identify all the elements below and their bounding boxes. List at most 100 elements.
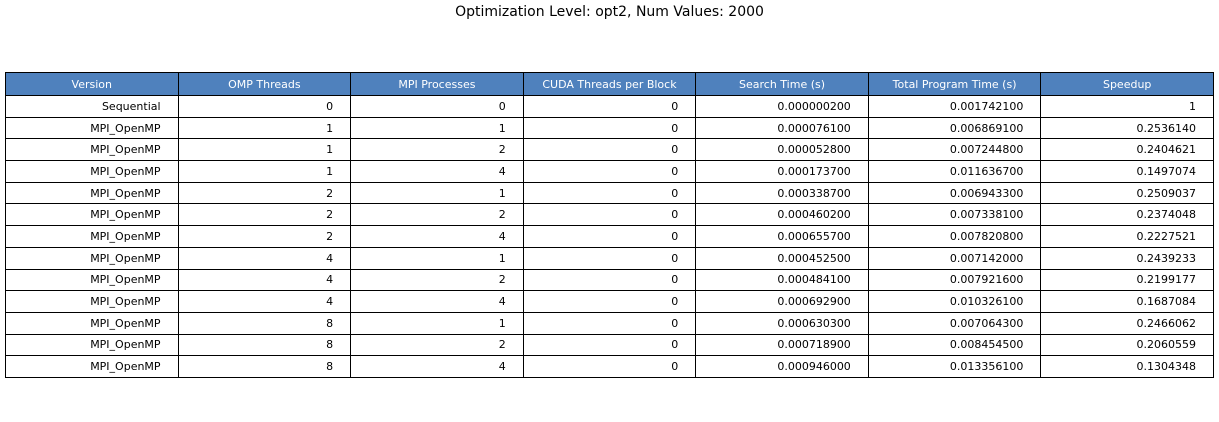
table-cell: Sequential	[5, 95, 179, 118]
column-header: Version	[5, 72, 179, 96]
table-cell: 0.007338100	[867, 203, 1042, 227]
table-cell: 0.007142000	[867, 246, 1042, 270]
table-cell: MPI_OpenMP	[5, 116, 179, 140]
table-cell: 0.000692900	[695, 290, 869, 313]
table-cell: 2	[177, 203, 352, 227]
table-cell: 0	[522, 246, 697, 270]
table-cell: 0.008454500	[867, 333, 1042, 357]
table-row: MPI_OpenMP 1 1 0 0.000076100 0.006869100 0.253…	[5, 116, 1214, 140]
table-cell: 0.000000200	[695, 95, 869, 118]
table-cell: 4	[177, 268, 352, 292]
table-cell: 0.006869100	[867, 116, 1042, 140]
table-cell: 0.000484100	[695, 268, 869, 292]
table-cell: 0.000655700	[695, 225, 869, 248]
table-cell: 0.007064300	[867, 311, 1042, 335]
table-cell: 0.007820800	[867, 225, 1042, 248]
table-body: Sequential 0 0 0 0.000000200 0.001742100 1 MPI_…	[5, 95, 1214, 378]
table-row: MPI_OpenMP 2 2 0 0.000460200 0.007338100 0.237…	[5, 203, 1214, 227]
table-cell: 0	[522, 160, 697, 183]
column-header: Total Program Time (s)	[867, 72, 1042, 96]
table-cell: 0.011636700	[867, 160, 1042, 183]
table-row: MPI_OpenMP 8 4 0 0.000946000 0.013356100 0.130…	[5, 355, 1214, 378]
table-cell: MPI_OpenMP	[5, 355, 179, 378]
table-cell: 0.007921600	[867, 268, 1042, 292]
table-cell: 8	[177, 311, 352, 335]
table-cell: 1	[350, 181, 524, 205]
table-cell: 0	[522, 333, 697, 357]
table-cell: 2	[350, 268, 524, 292]
table-cell: 0.2536140	[1040, 116, 1214, 140]
table-cell: 0.006943300	[867, 181, 1042, 205]
table-cell: 0	[522, 181, 697, 205]
table-cell: 0	[350, 95, 524, 118]
column-header: CUDA Threads per Block	[522, 72, 697, 96]
table-cell: MPI_OpenMP	[5, 311, 179, 335]
table-cell: MPI_OpenMP	[5, 333, 179, 357]
table-cell: 0	[522, 355, 697, 378]
table-cell: 0	[522, 95, 697, 118]
table-cell: 0.1687084	[1040, 290, 1214, 313]
table-cell: 0.2509037	[1040, 181, 1214, 205]
table-cell: 1	[350, 311, 524, 335]
table-cell: 2	[350, 333, 524, 357]
table-cell: 0.1497074	[1040, 160, 1214, 183]
table-row: MPI_OpenMP 1 2 0 0.000052800 0.007244800 0.240…	[5, 138, 1214, 162]
table-cell: 2	[177, 181, 352, 205]
table-cell: 4	[350, 290, 524, 313]
table-cell: 0.2404621	[1040, 138, 1214, 162]
table-cell: 0.001742100	[867, 95, 1042, 118]
table-cell: 0.000076100	[695, 116, 869, 140]
table-cell: 0.2060559	[1040, 333, 1214, 357]
table-cell: 0	[522, 311, 697, 335]
table-row: MPI_OpenMP 8 1 0 0.000630300 0.007064300 0.246…	[5, 311, 1214, 335]
table-cell: 0.2199177	[1040, 268, 1214, 292]
table-cell: 4	[350, 355, 524, 378]
table-cell: 0.010326100	[867, 290, 1042, 313]
table-cell: 4	[350, 160, 524, 183]
column-header: Speedup	[1040, 72, 1214, 96]
table-cell: 0	[522, 203, 697, 227]
table-cell: 0	[177, 95, 352, 118]
table-cell: 4	[177, 246, 352, 270]
table-cell: 0.000173700	[695, 160, 869, 183]
table-cell: 0	[522, 116, 697, 140]
table-cell: 0	[522, 290, 697, 313]
table-row: MPI_OpenMP 4 4 0 0.000692900 0.010326100 0.168…	[5, 290, 1214, 313]
table-cell: 0.2466062	[1040, 311, 1214, 335]
table-cell: 4	[177, 290, 352, 313]
table-cell: 1	[177, 138, 352, 162]
table-cell: MPI_OpenMP	[5, 225, 179, 248]
table-cell: 0.000946000	[695, 355, 869, 378]
table-cell: MPI_OpenMP	[5, 203, 179, 227]
table-cell: 0.1304348	[1040, 355, 1214, 378]
table-cell: 1	[177, 116, 352, 140]
column-header: MPI Processes	[350, 72, 524, 96]
table-cell: 0.2374048	[1040, 203, 1214, 227]
table-cell: MPI_OpenMP	[5, 181, 179, 205]
table-cell: 2	[350, 203, 524, 227]
table-row: Sequential 0 0 0 0.000000200 0.001742100 1	[5, 95, 1214, 118]
table-cell: 0.000338700	[695, 181, 869, 205]
table-cell: 1	[1040, 95, 1214, 118]
table-cell: 1	[177, 160, 352, 183]
chart-title: Optimization Level: opt2, Num Values: 20…	[455, 4, 764, 20]
results-table: Version OMP Threads MPI Processes CUDA Thre…	[5, 72, 1214, 378]
table-row: MPI_OpenMP 1 4 0 0.000173700 0.011636700 0.149…	[5, 160, 1214, 183]
table-cell: 0.007244800	[867, 138, 1042, 162]
table-cell: 0.013356100	[867, 355, 1042, 378]
table-header-row: Version OMP Threads MPI Processes CUDA Thre…	[5, 72, 1214, 96]
table-row: MPI_OpenMP 4 1 0 0.000452500 0.007142000 0.243…	[5, 246, 1214, 270]
table-cell: MPI_OpenMP	[5, 138, 179, 162]
table-cell: 0.2439233	[1040, 246, 1214, 270]
table-cell: 1	[350, 246, 524, 270]
column-header: Search Time (s)	[695, 72, 869, 96]
table-cell: 1	[350, 116, 524, 140]
column-header: OMP Threads	[177, 72, 352, 96]
table-cell: 2	[350, 138, 524, 162]
table-cell: 0.000460200	[695, 203, 869, 227]
table-row: MPI_OpenMP 2 4 0 0.000655700 0.007820800 0.222…	[5, 225, 1214, 248]
table-cell: MPI_OpenMP	[5, 290, 179, 313]
table-cell: 0.000630300	[695, 311, 869, 335]
table-cell: 0	[522, 225, 697, 248]
table-cell: 0.000718900	[695, 333, 869, 357]
